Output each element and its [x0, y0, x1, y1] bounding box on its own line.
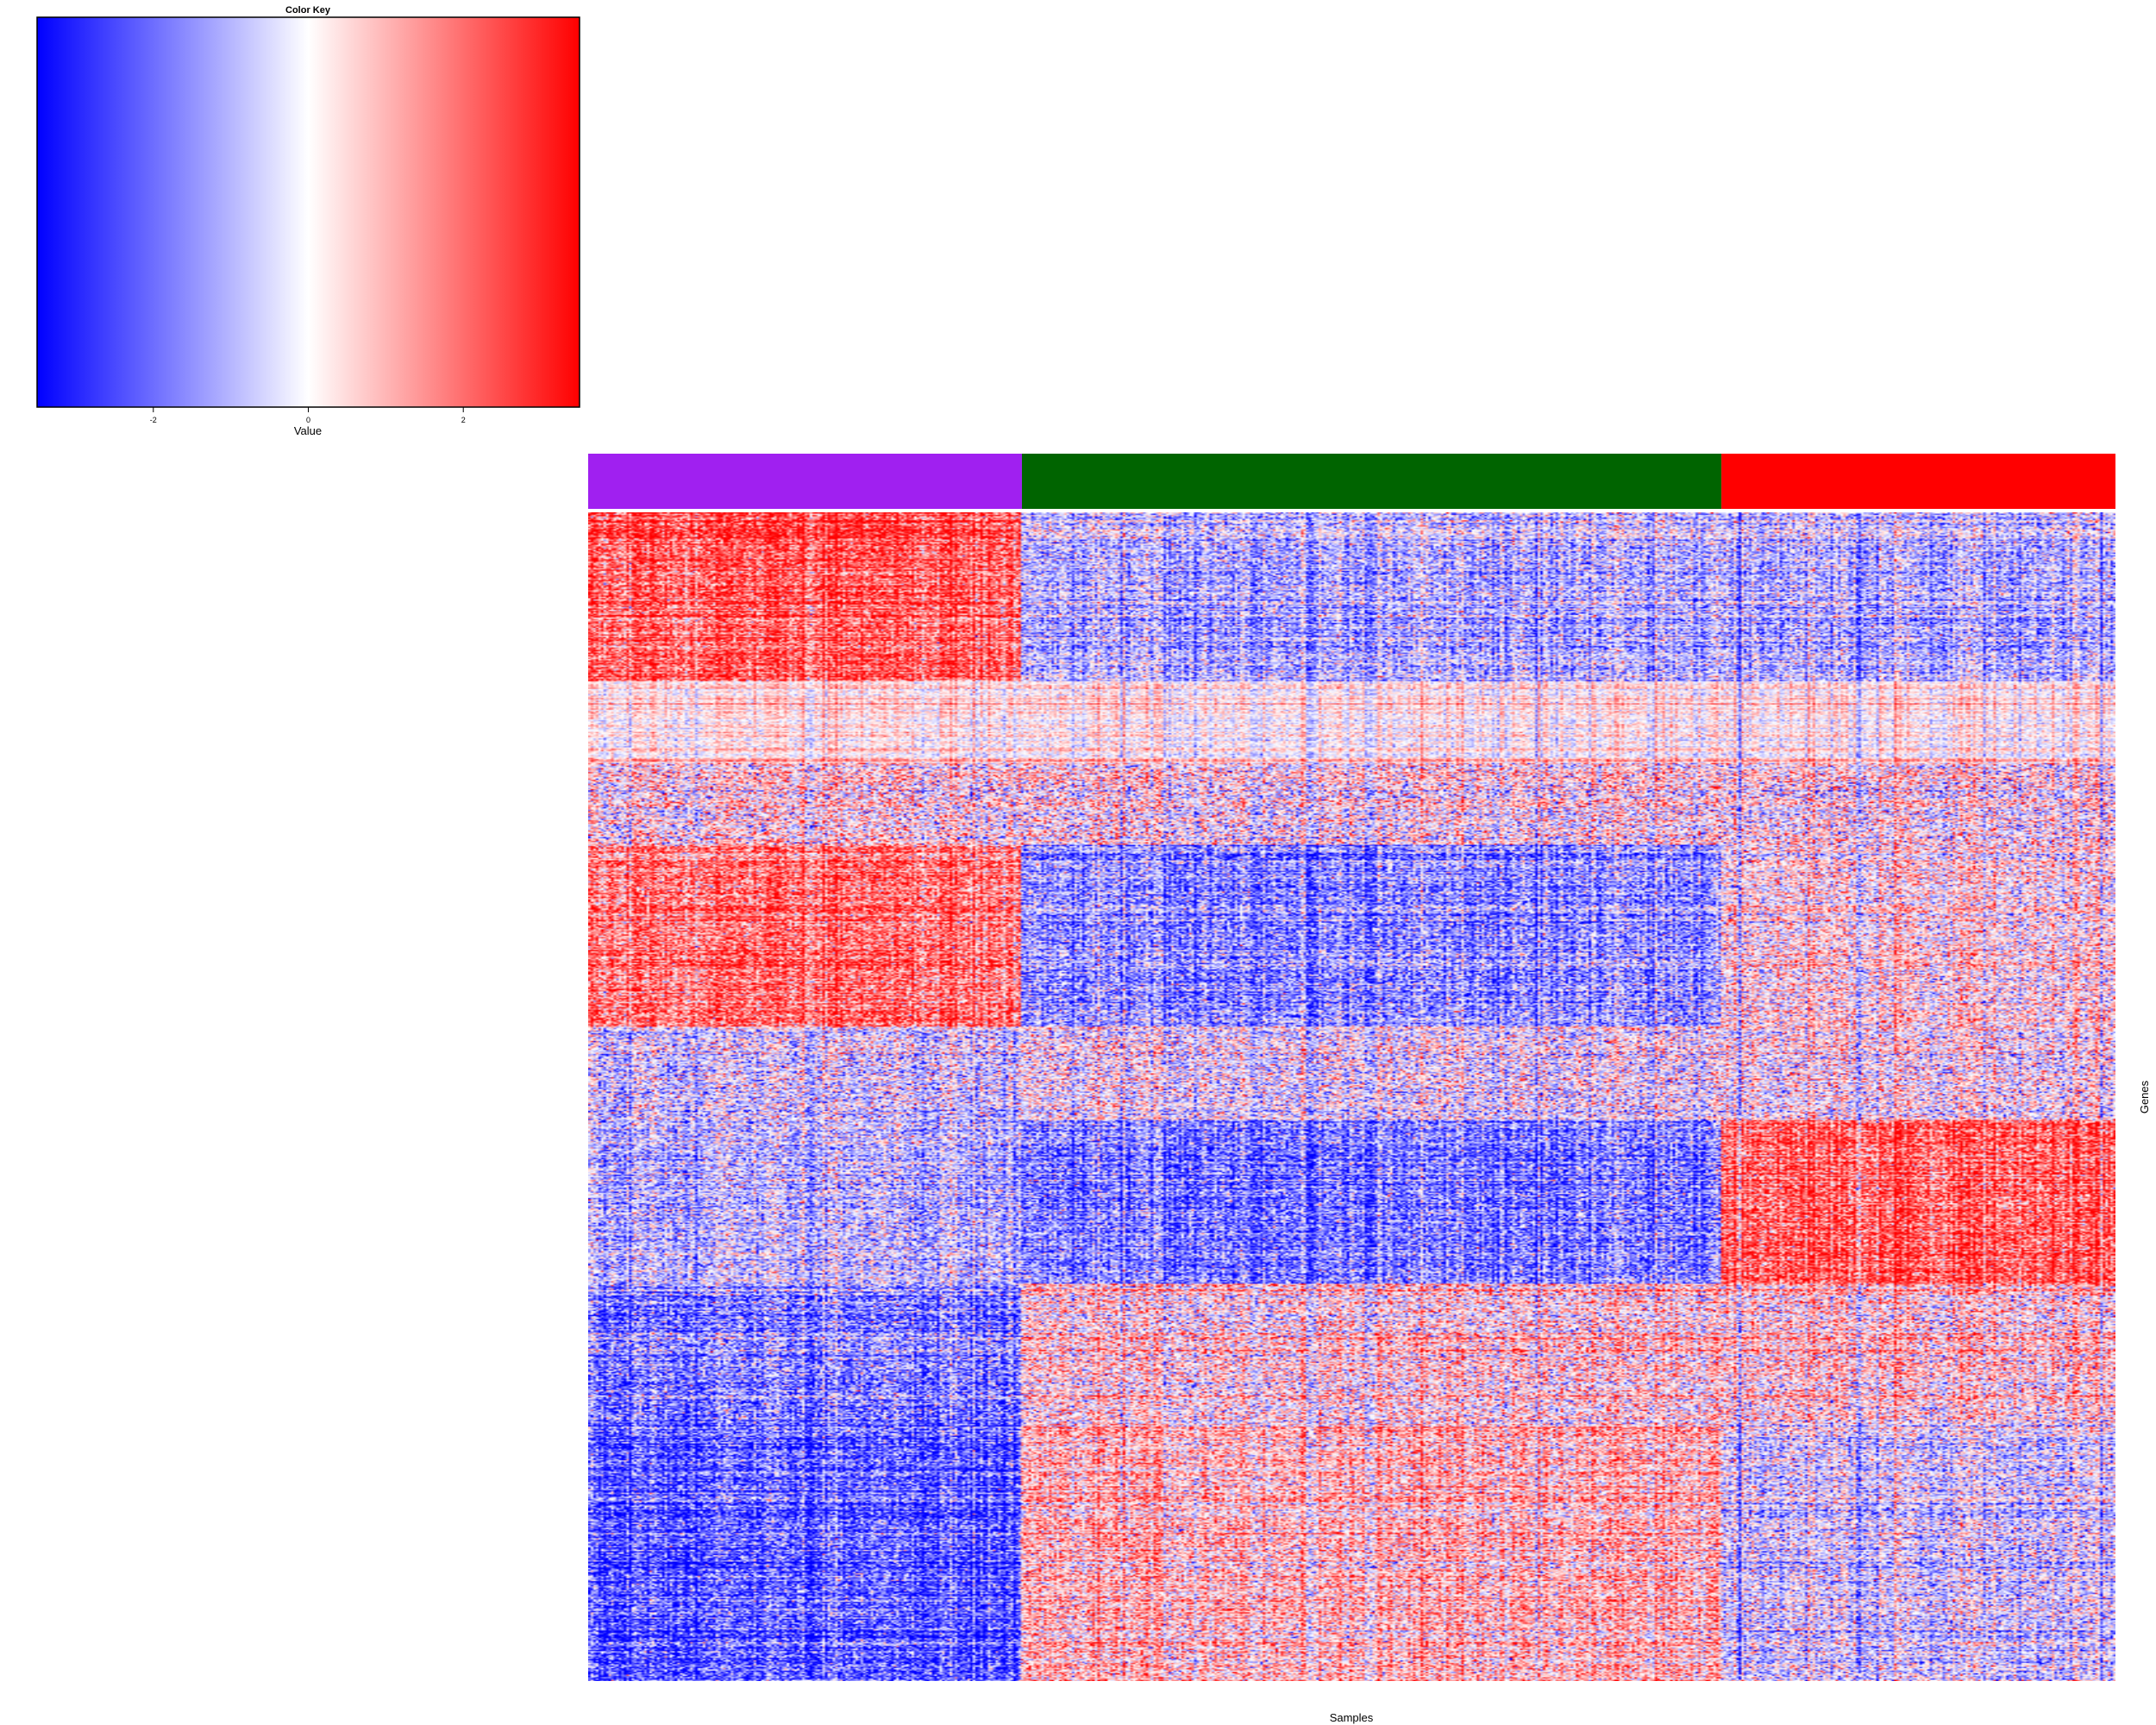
color-key-tick-label: 2: [461, 416, 466, 424]
column-group-bar: [1021, 454, 1722, 509]
color-key-gradient: [36, 16, 580, 408]
column-group-bar: [588, 454, 1022, 509]
color-key: Color Key -2 0 2 Value: [36, 5, 580, 437]
color-key-tick-label: 0: [306, 416, 310, 424]
column-group-bar: [1721, 454, 2115, 509]
color-key-ticks: -2 0 2: [150, 407, 466, 424]
color-key-title: Color Key: [285, 5, 331, 16]
heatmap-matrix: [588, 512, 2115, 1681]
x-axis-label: Samples: [1330, 1711, 1374, 1724]
y-axis-label: Genes: [2138, 1080, 2151, 1113]
color-key-tick-label: -2: [150, 416, 157, 424]
color-key-xlabel: Value: [294, 424, 322, 437]
column-side-colors: [588, 454, 2115, 509]
